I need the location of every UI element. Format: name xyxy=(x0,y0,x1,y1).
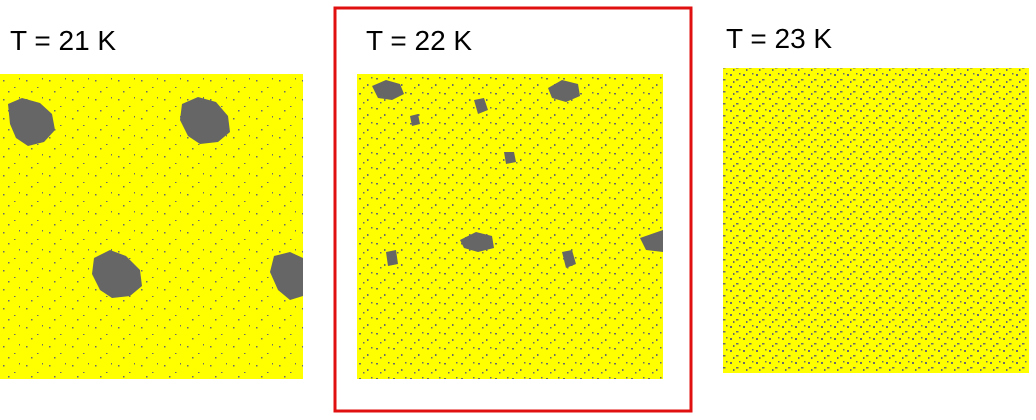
cluster xyxy=(386,250,398,266)
cluster xyxy=(410,114,420,126)
cluster xyxy=(504,152,516,164)
panel-label: T = 23 K xyxy=(726,23,832,54)
panel-label: T = 22 K xyxy=(366,25,472,56)
cluster xyxy=(474,98,488,114)
panel-label: T = 21 K xyxy=(10,25,116,56)
cluster xyxy=(8,98,55,146)
speckles xyxy=(357,74,663,379)
cluster xyxy=(372,80,404,100)
panel-23k: T = 23 K xyxy=(723,23,1029,373)
cluster xyxy=(180,97,230,144)
highlight-box xyxy=(333,6,693,413)
cluster xyxy=(460,232,494,252)
clusters xyxy=(372,80,663,268)
cluster xyxy=(270,252,303,300)
cluster xyxy=(548,80,580,102)
panel-22k: T = 22 K xyxy=(333,6,693,413)
cluster xyxy=(640,230,663,252)
cluster xyxy=(562,250,576,268)
speckles xyxy=(723,68,1029,373)
clusters xyxy=(8,97,303,300)
cluster xyxy=(92,250,142,298)
panel-21k: T = 21 K xyxy=(0,25,303,379)
